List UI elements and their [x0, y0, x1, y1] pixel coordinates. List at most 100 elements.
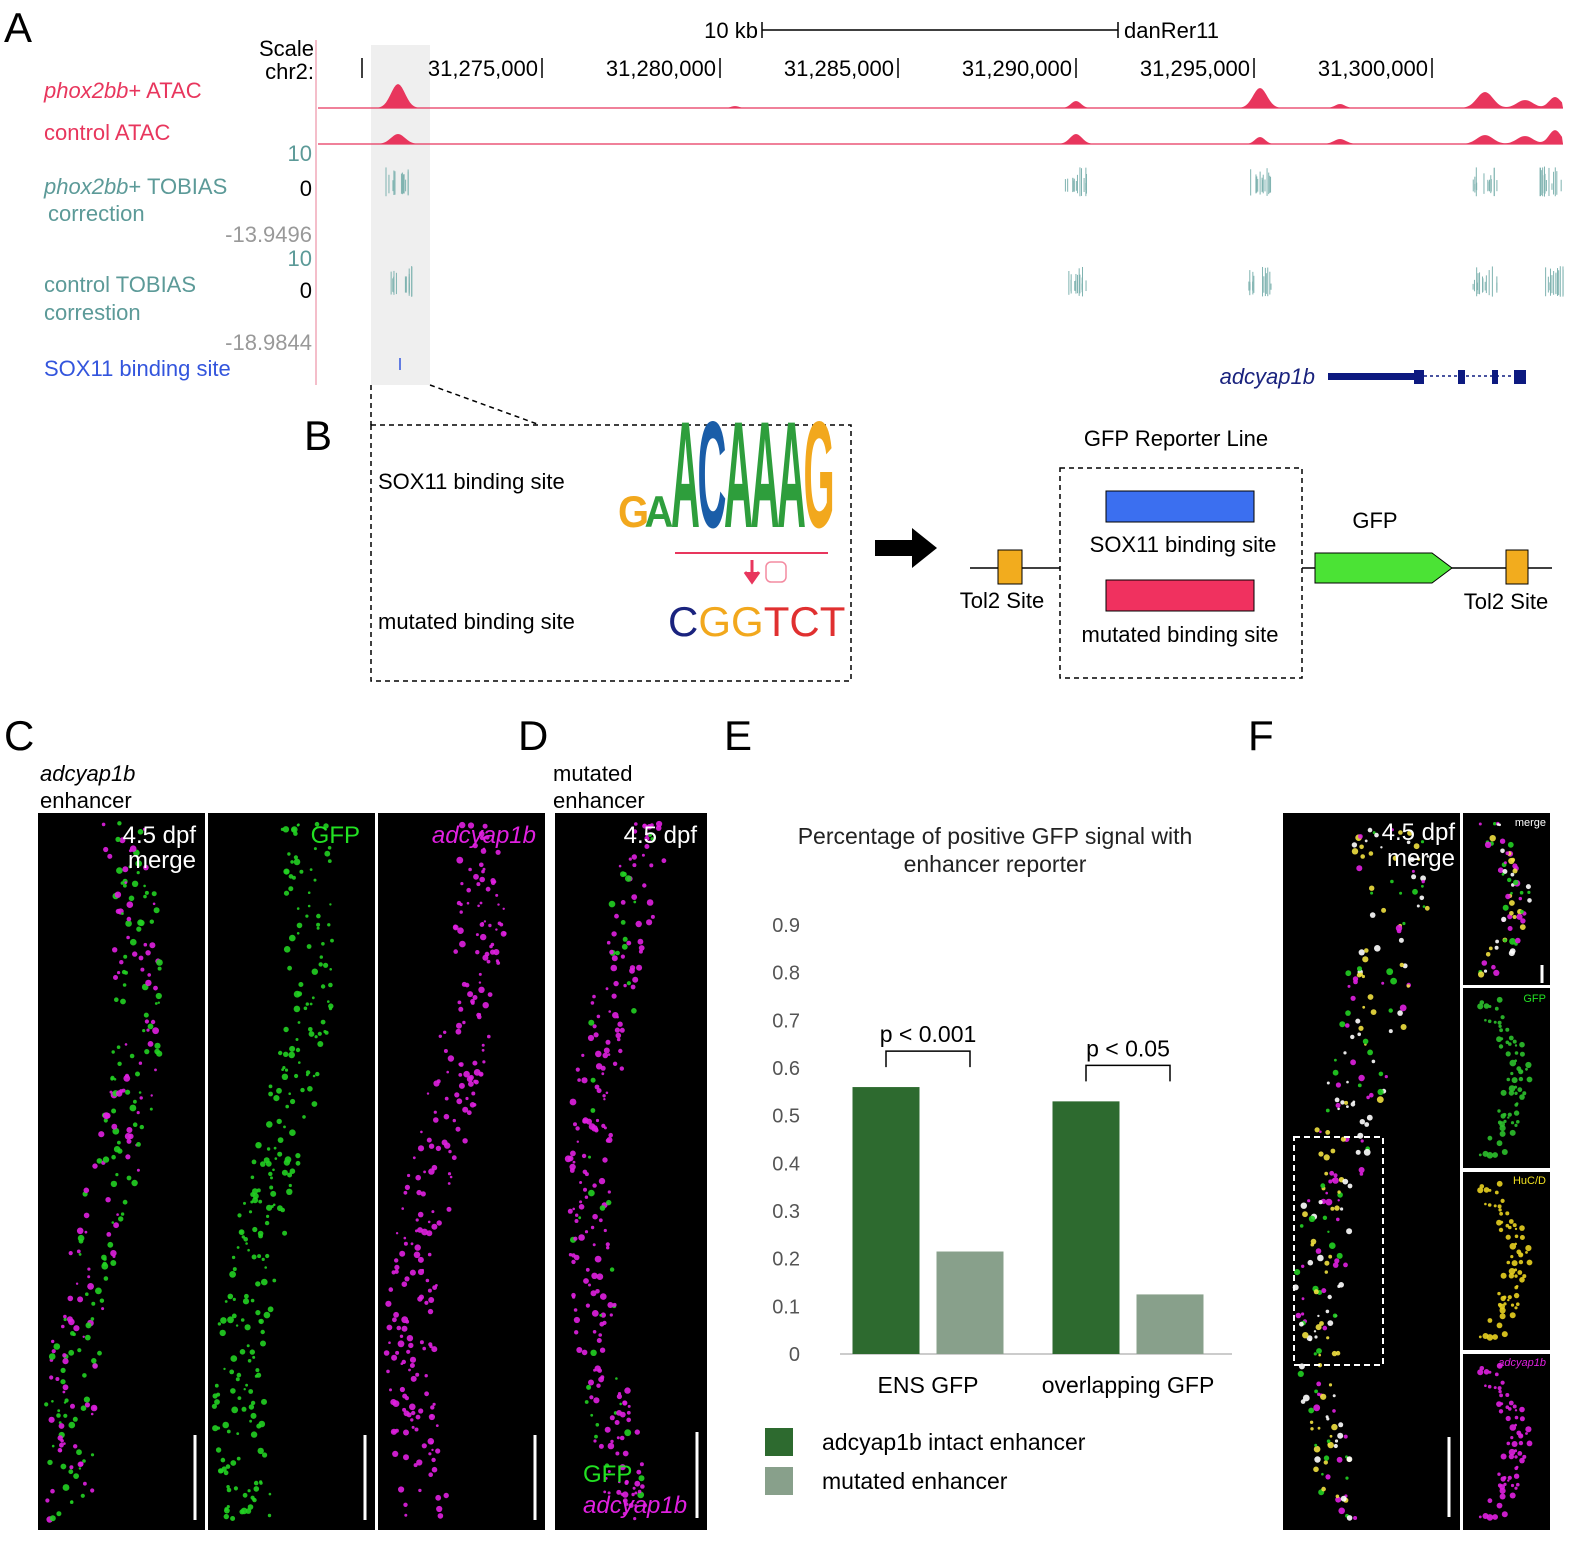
chart-title: Percentage of positive GFP signal with e… — [797, 823, 1193, 877]
cell — [573, 1308, 578, 1312]
cell — [103, 846, 109, 853]
cell — [655, 825, 662, 831]
cell — [231, 1313, 237, 1319]
coord-label: 31,280,000 — [606, 56, 716, 81]
cell — [1487, 1498, 1493, 1504]
cell — [1301, 1297, 1305, 1301]
cell — [285, 1104, 290, 1109]
track-label-rest: + TOBIAS — [128, 174, 227, 199]
cell — [1522, 1091, 1527, 1096]
cell — [576, 1347, 583, 1353]
cell — [1493, 1020, 1497, 1024]
cell — [1516, 1430, 1522, 1436]
cell — [1517, 1451, 1523, 1456]
cell — [1488, 946, 1493, 951]
cell — [1321, 1486, 1326, 1492]
cell — [62, 1358, 69, 1365]
cell — [258, 1420, 266, 1428]
cell — [1333, 1443, 1338, 1449]
cell — [1510, 1303, 1515, 1307]
cell — [1507, 926, 1513, 931]
cell — [229, 1369, 235, 1375]
cell — [130, 938, 137, 946]
assembly: danRer11 — [1124, 18, 1219, 43]
cell — [634, 1491, 638, 1495]
cell — [296, 922, 303, 929]
cell — [583, 1278, 589, 1284]
cell — [569, 1098, 577, 1106]
cell — [252, 1497, 256, 1502]
cell — [468, 867, 472, 872]
cell — [431, 1210, 435, 1214]
cell — [150, 1019, 156, 1025]
cell — [266, 1121, 273, 1128]
cell — [316, 926, 320, 930]
cell — [1477, 1003, 1484, 1010]
cell — [1409, 857, 1415, 862]
cell — [606, 1199, 612, 1206]
cell — [622, 936, 628, 942]
gfp-label: GFP — [1352, 508, 1397, 533]
cell — [149, 919, 154, 924]
cell — [1350, 1059, 1356, 1066]
cell — [1411, 874, 1417, 880]
cell — [84, 1402, 90, 1408]
cell — [261, 1257, 265, 1261]
coord-label: 31,285,000 — [784, 56, 894, 81]
cell — [575, 1126, 580, 1131]
atac-signal — [318, 130, 1563, 144]
cell — [403, 1190, 408, 1195]
track-label: control ATAC — [44, 120, 170, 145]
cell — [395, 1350, 400, 1355]
cell — [307, 904, 311, 908]
cell — [1314, 1335, 1318, 1339]
cell — [239, 1349, 246, 1355]
cell — [1512, 1404, 1517, 1409]
cell — [1353, 1516, 1358, 1520]
cell — [466, 1110, 472, 1116]
cell — [245, 1508, 252, 1514]
cell — [394, 1258, 399, 1263]
cell — [502, 907, 505, 910]
cell — [1498, 1208, 1502, 1212]
cell — [145, 979, 152, 987]
cell — [135, 1071, 140, 1077]
cell — [76, 1449, 82, 1456]
cell — [1514, 1455, 1518, 1459]
cell — [393, 1311, 399, 1318]
cell — [1491, 964, 1496, 970]
legend-label: adcyap1b intact enhancer — [822, 1429, 1086, 1455]
cell — [472, 1060, 478, 1066]
cell — [156, 1050, 163, 1057]
cell — [263, 1311, 271, 1319]
cell — [90, 1412, 94, 1416]
cell — [1502, 904, 1509, 911]
cell — [1335, 1350, 1341, 1356]
cell — [1496, 996, 1503, 1003]
panel-letter: C — [4, 712, 34, 759]
cell — [1508, 1448, 1516, 1456]
cell — [283, 1026, 289, 1033]
cell — [284, 1068, 289, 1072]
cell — [613, 980, 619, 987]
cell — [636, 1469, 642, 1475]
cell — [1416, 904, 1420, 908]
cell — [604, 1463, 610, 1468]
cell — [117, 971, 121, 975]
cell — [132, 951, 138, 957]
cell — [1516, 1482, 1520, 1487]
cell — [149, 942, 156, 949]
cell — [250, 1412, 257, 1419]
cell — [616, 1436, 620, 1440]
cell — [154, 1042, 161, 1049]
cell — [57, 1409, 61, 1413]
cell — [395, 1232, 399, 1235]
cell — [142, 1029, 146, 1033]
cell — [1358, 1167, 1365, 1173]
cell — [616, 1489, 622, 1495]
cell — [82, 1373, 87, 1378]
cell — [329, 968, 333, 971]
cell — [227, 1316, 234, 1324]
cell — [136, 871, 140, 875]
